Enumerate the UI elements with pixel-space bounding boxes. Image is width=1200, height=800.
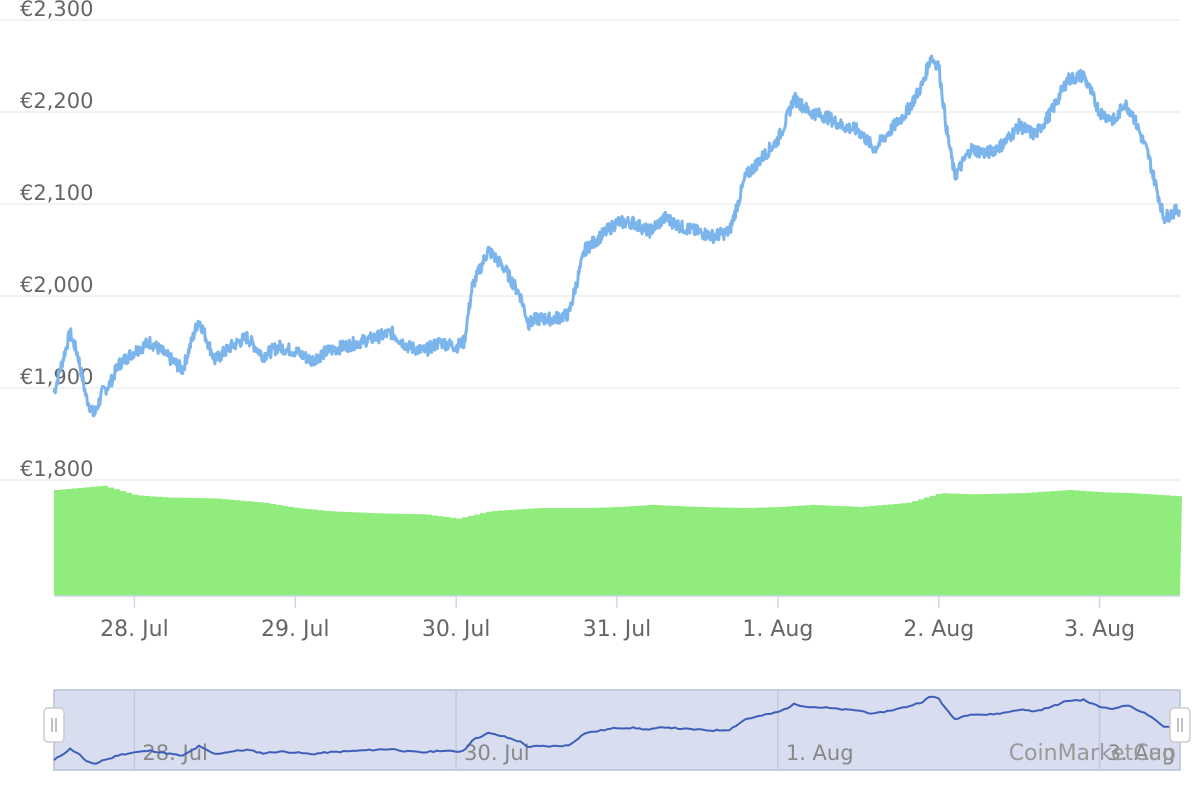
price-series <box>52 54 1181 418</box>
x-tick-label: 3. Aug <box>1064 617 1135 642</box>
navigator-tick-label: 3. Aug <box>1108 741 1176 765</box>
y-axis-labels: €1,800€1,900€2,000€2,100€2,200€2,300 <box>20 0 93 481</box>
x-tick-label: 28. Jul <box>100 617 169 642</box>
y-tick-label: €1,800 <box>20 457 93 481</box>
navigator-tick-label: 30. Jul <box>464 741 529 765</box>
navigator-selection[interactable] <box>53 689 1181 771</box>
y-tick-label: €2,200 <box>20 89 93 113</box>
navigator-tick-label: 28. Jul <box>142 741 207 765</box>
x-tick-label: 31. Jul <box>583 617 652 642</box>
y-tick-label: €2,100 <box>20 181 93 205</box>
navigator-left-handle[interactable] <box>43 707 65 743</box>
navigator[interactable]: 28. Jul 30. Jul 1. Aug 3. Aug <box>43 689 1191 771</box>
grid-layer <box>0 19 1180 481</box>
navigator-series-line <box>53 695 1177 765</box>
volume-series <box>54 485 1182 596</box>
handle-grip[interactable] <box>1169 707 1191 743</box>
x-axis: 28. Jul 29. Jul 30. Jul 31. Jul 1. Aug 2. Aug… <box>54 595 1180 642</box>
x-tick-label: 29. Jul <box>261 617 330 642</box>
navigator-right-handle[interactable] <box>1169 707 1191 743</box>
x-tick-label: 2. Aug <box>903 617 974 642</box>
x-tick-label: 30. Jul <box>422 617 491 642</box>
x-tick-label: 1. Aug <box>742 617 813 642</box>
handle-grip[interactable] <box>43 707 65 743</box>
volume-area <box>54 485 1182 596</box>
y-tick-label: €2,300 <box>20 0 93 21</box>
credit-label[interactable]: CoinMarketCap <box>1009 741 1176 766</box>
navigator-tick-label: 1. Aug <box>786 741 854 765</box>
y-tick-label: €2,000 <box>20 273 93 297</box>
price-line <box>52 54 1181 418</box>
